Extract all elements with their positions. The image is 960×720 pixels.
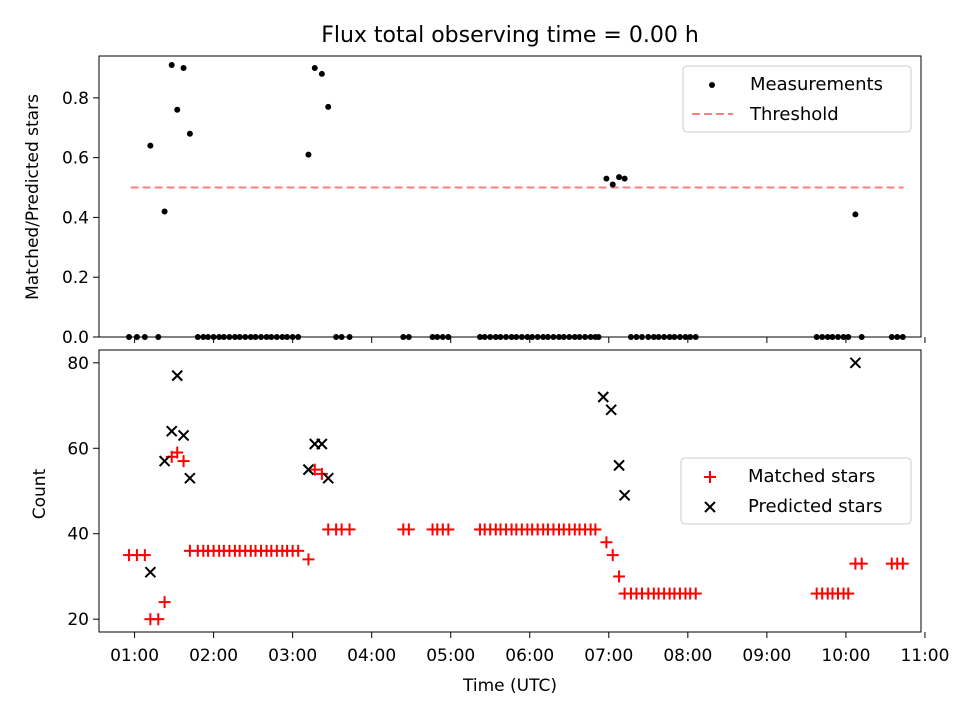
predicted-star-point — [322, 472, 334, 484]
bottom-axes-frame — [98, 349, 922, 633]
predicted-star-point — [144, 566, 157, 578]
legend-measurements-label: Measurements — [750, 74, 883, 95]
bottom-x-ticks: 01:00 02:00 03:00 04:00 05:00 06:00 07:00 08:00… — [110, 632, 949, 666]
measurement-point — [318, 70, 325, 77]
bottom-y-tick-label: 20 — [67, 610, 89, 630]
measurement-point — [186, 130, 193, 137]
x-tick-label: 08:00 — [663, 646, 712, 666]
predicted-star-point — [316, 438, 328, 450]
legend-matched-marker — [704, 471, 716, 483]
top-y-tick-label: 0.4 — [62, 208, 89, 228]
top-x-ticks — [134, 337, 926, 343]
predicted-star-point — [166, 425, 178, 437]
top-legend: Measurements Threshold — [682, 65, 912, 133]
bottom-y-tick-label: 60 — [67, 439, 89, 459]
top-y-tick-label: 0.0 — [62, 328, 89, 348]
matched-star-point — [689, 587, 702, 600]
top-axes-frame — [98, 55, 922, 338]
matched-star-point — [842, 587, 855, 600]
measurement-point — [311, 64, 318, 71]
measurement-point — [161, 208, 168, 215]
top-y-axis-label: Matched/Predicted stars — [23, 94, 43, 300]
bottom-y-axis-label: Count — [30, 468, 50, 519]
predicted-star-point — [605, 404, 617, 416]
predicted-star-point — [597, 391, 609, 403]
bottom-legend-box — [680, 457, 912, 525]
matched-star-point — [158, 596, 171, 609]
predicted-star-point — [177, 429, 190, 442]
x-tick-label: 05:00 — [426, 646, 475, 666]
measurement-point — [616, 174, 623, 181]
legend-predicted-label: Predicted stars — [748, 496, 882, 517]
measurement-point — [325, 103, 332, 110]
predicted-star-point — [184, 472, 196, 484]
matched-star-point — [855, 557, 868, 570]
x-tick-label: 11:00 — [900, 646, 949, 666]
measurement-point — [174, 106, 181, 113]
x-tick-label: 09:00 — [742, 646, 791, 666]
top-y-tick-label: 0.2 — [62, 268, 89, 288]
top-y-ticks: 0.0 0.2 0.4 0.6 0.8 — [62, 89, 99, 348]
predicted-star-point — [158, 455, 171, 467]
legend-predicted-marker — [704, 501, 716, 513]
matched-star-point — [315, 467, 328, 480]
x-axis-label: Time (UTC) — [462, 676, 557, 696]
measurement-point — [305, 151, 312, 158]
matched-star-point — [292, 544, 305, 557]
predicted-star-point — [849, 357, 862, 369]
x-tick-label: 10:00 — [821, 646, 870, 666]
top-panel: 0.00.20.40.60.8 Matched/Predicted stars … — [23, 55, 926, 348]
chart-title: Flux total observing time = 0.00 h — [321, 23, 699, 48]
x-tick-label: 01:00 — [110, 646, 159, 666]
x-tick-label: 02:00 — [189, 646, 238, 666]
top-y-tick-label: 0.8 — [62, 89, 89, 109]
matched-star-point — [896, 557, 909, 570]
measurement-point — [168, 61, 175, 68]
legend-threshold-label: Threshold — [749, 104, 839, 125]
measurement-point — [147, 142, 154, 149]
bottom-y-ticks: 20 40 60 80 — [67, 354, 99, 630]
predicted-star-point — [613, 459, 625, 472]
top-y-tick-label: 0.6 — [62, 149, 89, 169]
bottom-marks — [123, 357, 909, 626]
x-tick-label: 04:00 — [347, 646, 396, 666]
matched-star-point — [138, 549, 151, 562]
x-tick-label: 07:00 — [584, 646, 633, 666]
legend-matched-label: Matched stars — [748, 466, 875, 487]
x-tick-label: 03:00 — [268, 646, 317, 666]
measurement-point — [852, 211, 859, 218]
bottom-y-tick-label: 40 — [67, 525, 89, 545]
matched-star-point — [177, 455, 190, 468]
bottom-y-tick-label: 80 — [67, 354, 89, 374]
matched-star-point — [606, 549, 619, 562]
matched-star-point — [402, 523, 415, 536]
matched-star-point — [171, 446, 184, 459]
matched-star-point — [308, 463, 321, 476]
matched-star-point — [613, 570, 626, 583]
predicted-star-point — [618, 489, 631, 501]
measurement-point — [180, 64, 187, 71]
matched-star-point — [302, 553, 315, 566]
top-legend-box — [682, 65, 912, 133]
measurement-point — [609, 181, 616, 188]
measurement-point — [603, 175, 610, 182]
predicted-star-point — [302, 463, 315, 476]
measurement-point — [621, 175, 628, 182]
matched-star-point — [589, 523, 602, 536]
x-tick-label: 06:00 — [505, 646, 554, 666]
matched-star-point — [600, 536, 613, 549]
legend-measurements-marker — [709, 82, 715, 88]
matched-star-point — [343, 523, 356, 536]
predicted-star-point — [171, 369, 183, 382]
matched-star-point — [152, 613, 165, 626]
matched-star-point — [442, 523, 455, 536]
top-marks — [126, 61, 906, 340]
bottom-legend: Matched stars Predicted stars — [680, 457, 912, 525]
